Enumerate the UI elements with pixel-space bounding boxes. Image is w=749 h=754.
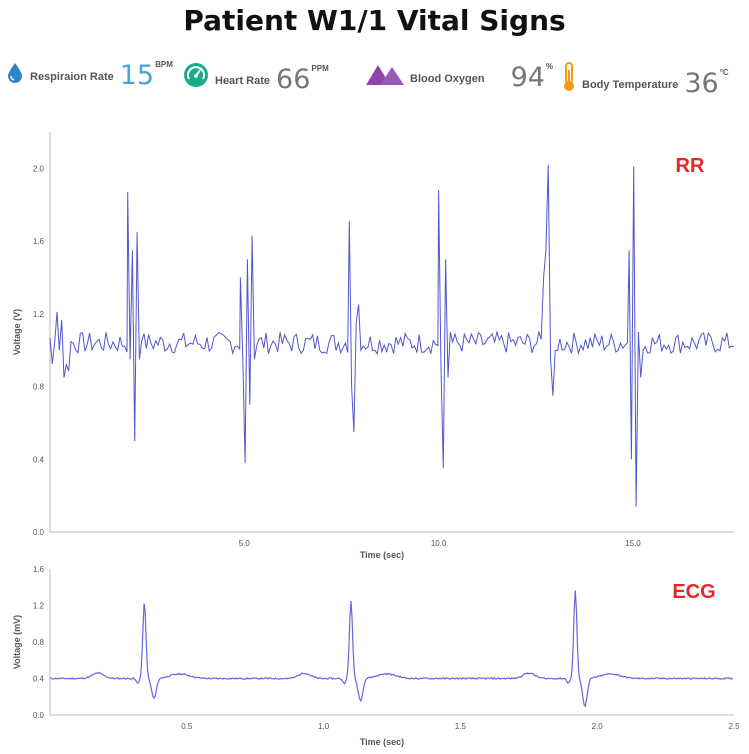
heart-rate-label: Heart Rate — [215, 75, 271, 87]
chart-title: ECG — [672, 581, 715, 603]
respiration-rate-stat: Respiraion Rate 15 BPM — [6, 60, 173, 91]
chart-title: RR — [676, 155, 705, 177]
water-drop-icon — [6, 62, 24, 89]
x-tick-label: 15.0 — [625, 539, 641, 548]
ecg-chart-group: 0.0 0.4 0.8 1.2 1.6 0.5 1.0 1.5 2.0 2.5 Time (sec)… — [12, 565, 740, 747]
y-tick-label: 0.8 — [33, 638, 45, 647]
x-axis-label: Time (sec) — [360, 737, 404, 747]
thermometer-icon — [562, 62, 576, 97]
blood-oxygen-stat: Blood Oxygen 94 % — [366, 62, 553, 91]
y-axis-label: Voltage (V) — [12, 309, 22, 355]
x-tick-label: 10.0 — [431, 539, 447, 548]
rr-series-line — [49, 164, 735, 507]
blood-oxygen-label: Blood Oxygen — [410, 73, 485, 85]
body-temperature-value: 36 — [684, 68, 719, 99]
body-temperature-label: Body Temperature — [582, 79, 679, 91]
rr-chart-group: 0.0 0.4 0.8 1.2 1.6 2.0 5.0 10.0 15.0 Time (sec) V… — [12, 132, 735, 560]
y-tick-label: 2.0 — [33, 164, 45, 173]
y-tick-label: 0.4 — [33, 455, 45, 464]
x-tick-label: 1.5 — [455, 722, 467, 731]
y-tick-label: 1.2 — [33, 602, 45, 611]
x-axis-label: Time (sec) — [360, 550, 404, 560]
x-tick-label: 0.5 — [181, 722, 193, 731]
respiration-rate-label: Respiraion Rate — [30, 71, 114, 83]
respiration-rate-value: 15 — [119, 60, 155, 91]
page-title: Patient W1/1 Vital Signs — [183, 4, 566, 37]
x-tick-label: 2.5 — [728, 722, 740, 731]
y-tick-label: 0.0 — [33, 711, 45, 720]
heart-rate-value: 66 — [276, 64, 311, 95]
blood-oxygen-value: 94 — [510, 62, 545, 93]
ecg-series-line — [49, 590, 734, 708]
x-tick-label: 1.0 — [318, 722, 330, 731]
mountains-icon — [366, 62, 404, 91]
y-tick-label: 0.0 — [33, 528, 45, 537]
y-tick-label: 1.6 — [33, 565, 45, 574]
respiration-rate-unit: BPM — [155, 60, 173, 69]
x-tick-label: 2.0 — [592, 722, 604, 731]
y-tick-label: 0.8 — [33, 383, 45, 392]
blood-oxygen-unit: % — [545, 62, 554, 71]
y-axis-label: Voltage (mV) — [12, 615, 22, 669]
y-tick-label: 1.6 — [33, 237, 45, 246]
gauge-icon — [183, 62, 209, 93]
body-temperature-stat: Body Temperature 36 °C — [562, 62, 729, 97]
heart-rate-unit: PPM — [311, 64, 329, 73]
x-tick-label: 5.0 — [239, 539, 251, 548]
y-tick-label: 0.4 — [33, 675, 45, 684]
heart-rate-stat: Heart Rate 66 PPM — [183, 62, 329, 93]
y-tick-label: 1.2 — [33, 310, 45, 319]
body-temperature-unit: °C — [719, 68, 729, 77]
